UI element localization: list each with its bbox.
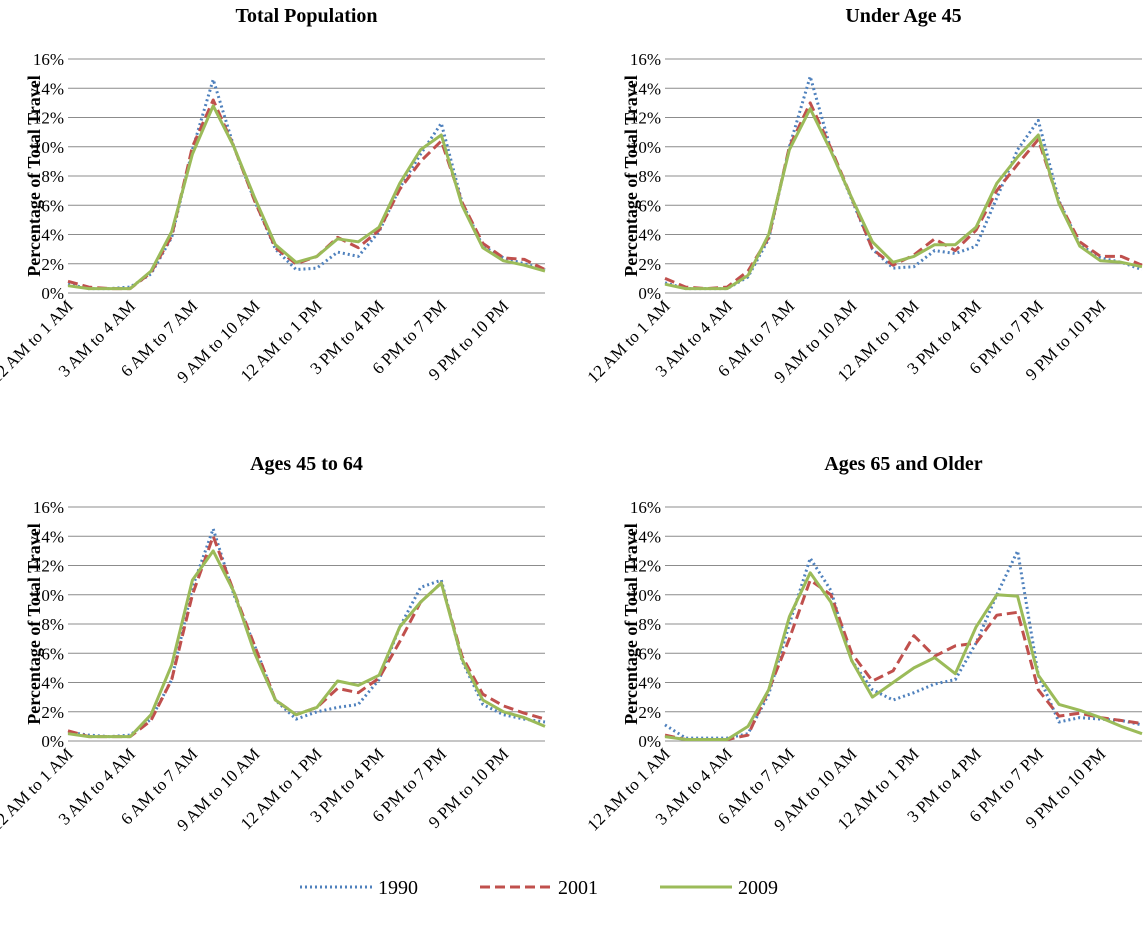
y-tick-label: 10% (630, 586, 661, 605)
y-tick-label: 10% (630, 138, 661, 157)
y-tick-label: 2% (638, 703, 661, 722)
y-tick-label: 0% (41, 284, 64, 303)
y-tick-label: 6% (41, 196, 64, 215)
series-line (664, 107, 1143, 291)
y-tick-label: 12% (33, 557, 64, 576)
y-axis-label: Percentage of Total Travel (24, 75, 44, 276)
y-tick-label: 0% (638, 284, 661, 303)
y-tick-label: 2% (41, 703, 64, 722)
y-tick-label: 16% (33, 50, 64, 69)
panel: Total Population Percentage of Total Trav… (0, 5, 546, 387)
panel: Under Age 45 Percentage of Total Travel 0%… (584, 5, 1143, 387)
series-line (664, 549, 1143, 740)
panel: Ages 45 to 64 Percentage of Total Travel 0… (0, 453, 546, 835)
series-line (67, 527, 546, 739)
series-line (664, 578, 1143, 741)
y-tick-label: 16% (630, 50, 661, 69)
y-tick-label: 2% (41, 255, 64, 274)
y-tick-label: 10% (33, 138, 64, 157)
y-tick-label: 8% (638, 615, 661, 634)
y-tick-label: 12% (630, 557, 661, 576)
series-line (67, 104, 546, 291)
legend: 1990 2001 2009 (300, 877, 778, 899)
y-tick-label: 4% (638, 226, 661, 245)
series-line (664, 571, 1143, 741)
y-tick-label: 6% (638, 644, 661, 663)
legend-label: 1990 (378, 877, 418, 899)
legend-label: 2009 (738, 877, 778, 899)
chart-title: Total Population (235, 5, 377, 27)
y-tick-label: 12% (33, 109, 64, 128)
series-line (664, 75, 1143, 291)
y-tick-label: 6% (41, 644, 64, 663)
y-tick-label: 14% (33, 527, 64, 546)
y-tick-label: 10% (33, 586, 64, 605)
series-line (67, 534, 546, 739)
y-tick-label: 0% (41, 732, 64, 751)
y-tick-label: 4% (638, 674, 661, 693)
y-tick-label: 8% (41, 615, 64, 634)
y-tick-label: 8% (638, 167, 661, 186)
y-axis-label: Percentage of Total Travel (621, 75, 641, 276)
y-axis-label: Percentage of Total Travel (24, 523, 44, 724)
chart-title: Under Age 45 (845, 5, 961, 27)
y-tick-label: 16% (33, 498, 64, 517)
chart-title: Ages 65 and Older (824, 453, 982, 475)
y-tick-label: 0% (638, 732, 661, 751)
series-line (67, 549, 546, 739)
series-line (67, 78, 546, 291)
chart-title: Ages 45 to 64 (250, 453, 363, 475)
y-tick-label: 4% (41, 226, 64, 245)
panel: Ages 65 and Older Percentage of Total Tra… (584, 453, 1143, 835)
y-tick-label: 14% (33, 79, 64, 98)
y-tick-label: 14% (630, 527, 661, 546)
y-tick-label: 4% (41, 674, 64, 693)
y-tick-label: 14% (630, 79, 661, 98)
y-tick-label: 12% (630, 109, 661, 128)
y-tick-label: 6% (638, 196, 661, 215)
y-axis-label: Percentage of Total Travel (621, 523, 641, 724)
y-tick-label: 16% (630, 498, 661, 517)
legend-label: 2001 (558, 877, 598, 899)
y-tick-label: 2% (638, 255, 661, 274)
y-tick-label: 8% (41, 167, 64, 186)
